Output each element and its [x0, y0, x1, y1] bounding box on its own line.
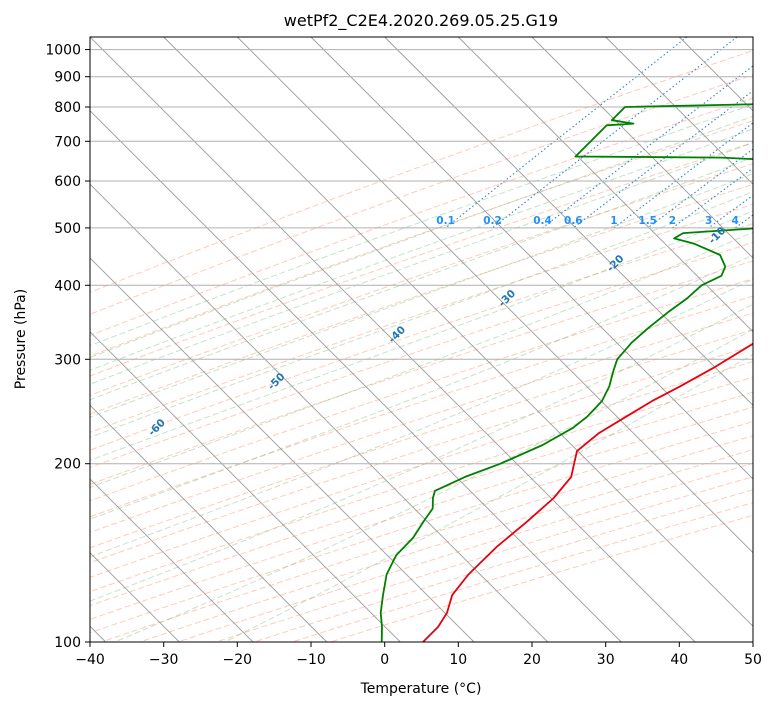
- dry-adiabat: [90, 74, 753, 315]
- x-tick-label: −40: [75, 652, 105, 668]
- plot-frame: [89, 36, 754, 643]
- moist-adiabat: [90, 254, 753, 520]
- y-tick-label: 100: [54, 635, 81, 651]
- moist-adiabat: [90, 103, 753, 347]
- y-tick-label: 500: [54, 221, 81, 237]
- x-tick-label: 0: [380, 652, 389, 668]
- isotherm-line: [90, 331, 401, 642]
- isotherm-line: [384, 37, 753, 406]
- data-series: [379, 103, 753, 642]
- dry-adiabat: [90, 203, 753, 433]
- y-tick-label: 200: [54, 457, 81, 473]
- mixing-ratio-label: 1: [610, 215, 617, 227]
- mixing-ratio-line: [542, 65, 753, 229]
- isotherm-line: [678, 37, 753, 112]
- dry-adiabat: [90, 376, 753, 593]
- mixing-ratio-line: [672, 167, 753, 229]
- isotherm-line: [163, 37, 753, 627]
- mixing-ratio-label: 3: [705, 215, 712, 227]
- dry-adiabat: [177, 462, 753, 642]
- isotherm-line: [90, 110, 622, 642]
- mixing-ratio-label: 0.4: [533, 215, 552, 227]
- moist-adiabat: [90, 156, 753, 401]
- y-tick-label: 700: [54, 134, 81, 150]
- isotherm-line: [236, 37, 753, 554]
- mixing-ratio-line: [708, 194, 753, 229]
- isotherm-line: [90, 183, 549, 642]
- mixing-ratio-label: 1.5: [638, 215, 657, 227]
- dry-adiabat: [90, 183, 753, 415]
- mixing-ratio-label: 0.2: [483, 215, 502, 227]
- mixing-ratio-label: 2: [669, 215, 676, 227]
- gridlines: [90, 37, 753, 642]
- x-tick-label: 40: [670, 652, 688, 668]
- moist-adiabat: [90, 173, 753, 418]
- isotherm-line: [531, 37, 753, 259]
- mixing-ratio-label: 4: [732, 215, 739, 227]
- dry-adiabat: [101, 435, 753, 642]
- isotherm-label: -60: [146, 417, 168, 439]
- moist-adiabat: [90, 210, 753, 461]
- isotherm-label: -40: [386, 324, 408, 346]
- dry-adiabat: [90, 163, 753, 396]
- x-tick-label: −10: [296, 652, 326, 668]
- x-tick-label: 30: [597, 652, 615, 668]
- moist-adiabat: [90, 231, 753, 488]
- x-tick-label: 10: [449, 652, 467, 668]
- y-axis-label: Pressure (hPa): [13, 289, 29, 389]
- mixing-ratio-line: [492, 37, 738, 229]
- y-tick-label: 800: [54, 100, 81, 116]
- x-axis-label: Temperature (°C): [360, 681, 482, 697]
- isotherm-line: [752, 37, 753, 38]
- y-tick-label: 900: [54, 70, 81, 86]
- dry-adiabat: [90, 50, 753, 293]
- isotherm-line: [90, 257, 475, 642]
- dry-adiabat: [90, 329, 753, 549]
- dry-adiabat: [90, 391, 753, 607]
- mixing-ratio-label: 0.1: [436, 215, 455, 227]
- dry-adiabat: [90, 241, 753, 469]
- isotherm-label: -20: [605, 253, 627, 275]
- dry-adiabat: [292, 502, 753, 642]
- dry-adiabat: [90, 97, 753, 337]
- x-tick-label: −20: [223, 652, 253, 668]
- dry-adiabat: [90, 345, 753, 564]
- moist-adiabat: [90, 278, 753, 558]
- moist-adiabat: [90, 303, 753, 602]
- inline-labels: 0.10.20.40.611.52346810131620253036-100-…: [16, 215, 775, 495]
- isotherm-line: [310, 37, 753, 480]
- moist-adiabat: [114, 328, 753, 642]
- mixing-ratio-label: 0.6: [564, 215, 583, 227]
- y-tick-label: 600: [54, 174, 81, 190]
- x-tick-label: 50: [744, 652, 762, 668]
- mixing-ratio-label: 6: [770, 215, 775, 227]
- y-tick-label: 300: [54, 352, 81, 368]
- isotherm-line: [457, 37, 753, 333]
- dry-adiabat: [90, 260, 753, 485]
- dry-adiabat: [90, 142, 753, 377]
- x-tick-label: 20: [523, 652, 541, 668]
- mixing-ratio-line: [734, 214, 753, 229]
- isotherm-line: [90, 37, 696, 642]
- chart-title: wetPf2_C2E4.2020.269.05.25.G19: [284, 11, 558, 31]
- moist-adiabat: [90, 190, 753, 438]
- isotherm-label: -70: [16, 473, 38, 495]
- y-tick-label: 1000: [45, 43, 81, 59]
- dry-adiabat: [90, 278, 753, 502]
- axis-ticks: −40 −30 −20 −10 0 10 20 30 40 50 100 200 300 400 500 60…: [45, 43, 762, 668]
- x-tick-label: −30: [149, 652, 179, 668]
- dry-adiabat: [90, 295, 753, 518]
- y-tick-label: 400: [54, 278, 81, 294]
- isotherm-line: [90, 478, 254, 642]
- moist-adiabat: [90, 142, 753, 385]
- isotherm-line: [605, 37, 753, 185]
- moist-adiabat: [90, 128, 753, 371]
- isotherm-line: [90, 404, 328, 642]
- temperature-profile: [422, 342, 753, 642]
- moist-adiabat: [90, 115, 753, 359]
- dewpoint-profile: [379, 103, 753, 642]
